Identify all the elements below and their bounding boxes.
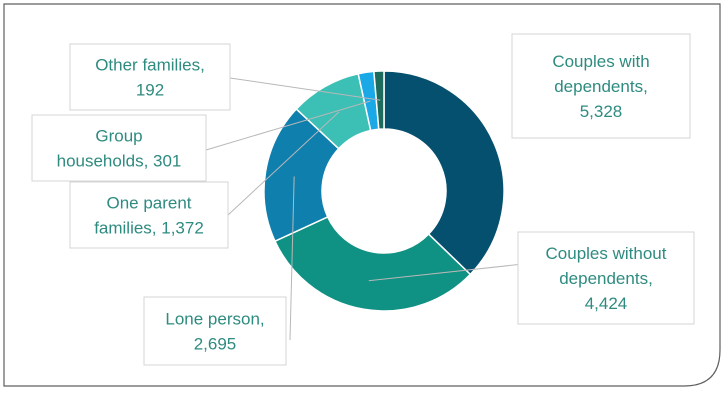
label-line: dependents,: [559, 269, 653, 288]
label-line: families, 1,372: [94, 219, 204, 238]
label-group-households: Group households, 301: [31, 114, 207, 182]
label-line: One parent: [106, 194, 191, 213]
leader-line-couples-without-dependents: [368, 261, 543, 282]
leader-line-other-families: [229, 77, 381, 101]
label-line: households, 301: [57, 152, 182, 171]
label-other-families: Other families, 192: [69, 43, 231, 111]
label-couples-with-dependents: Couples with dependents, 5,328: [511, 33, 691, 139]
label-couples-without-dependents: Couples without dependents, 4,424: [517, 231, 695, 325]
label-box: [517, 231, 695, 325]
slice-couples-with-dependents: [383, 70, 505, 276]
label-line: Group: [95, 127, 142, 146]
label-line: Lone person,: [165, 310, 264, 329]
label-box: [511, 33, 691, 139]
label-line: Couples without: [546, 244, 667, 263]
label-box: [69, 43, 231, 111]
label-line: 5,328: [580, 102, 623, 121]
label-lone-person: Lone person, 2,695: [143, 296, 287, 366]
label-line: 192: [136, 81, 164, 100]
label-line: 4,424: [585, 294, 628, 313]
chart-border: [3, 3, 721, 387]
label-line: Other families,: [95, 56, 205, 75]
leader-line-one-parent-families: [227, 111, 340, 216]
label-line: 2,695: [194, 335, 237, 354]
leader-lines: [205, 77, 543, 341]
slice-couples-without-dependents: [273, 215, 472, 312]
label-box: [69, 181, 229, 249]
leader-line-lone-person: [289, 176, 295, 341]
leader-line-group-households: [205, 100, 371, 151]
label-box: [143, 296, 287, 366]
label-one-parent-families: One parent families, 1,372: [69, 181, 229, 249]
donut-slices: [263, 70, 505, 312]
label-line: Couples with: [552, 52, 649, 71]
label-box: [31, 114, 207, 182]
label-line: dependents,: [554, 77, 648, 96]
